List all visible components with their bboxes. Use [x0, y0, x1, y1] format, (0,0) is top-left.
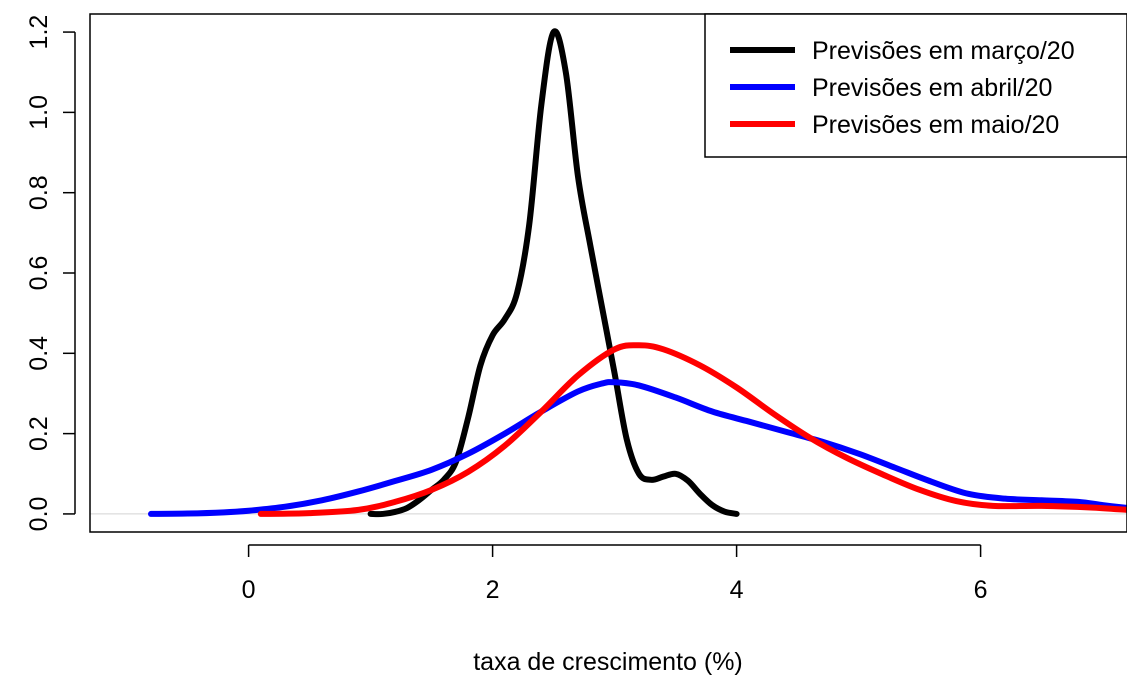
x-tick-label: 6 — [974, 576, 988, 604]
y-axis: 0.0 0.2 0.4 0.6 0.8 1.0 1.2 — [25, 15, 76, 532]
legend-label-abril: Previsões em abril/20 — [812, 74, 1052, 102]
legend-label-maio: Previsões em maio/20 — [812, 111, 1059, 139]
x-tick-label: 4 — [730, 576, 744, 604]
x-axis-label: taxa de crescimento (%) — [473, 648, 743, 675]
y-tick-label: 0.4 — [25, 336, 53, 371]
y-tick-label: 0.2 — [25, 416, 53, 451]
series-line-abril — [148, 379, 1127, 517]
y-tick-label: 1.0 — [25, 95, 53, 130]
y-tick-label: 0.8 — [25, 175, 53, 210]
x-tick-label: 0 — [242, 576, 256, 604]
legend-label-marco: Previsões em março/20 — [812, 37, 1075, 65]
legend-box — [704, 13, 1127, 158]
y-tick-label: 0.0 — [25, 497, 53, 532]
series-layer — [148, 28, 1127, 518]
series-line-maio — [257, 342, 1127, 517]
legend-items: Previsões em março/20 Previsões em abril/… — [730, 37, 1075, 139]
plot-frame — [89, 13, 1127, 533]
x-tick-label: 2 — [486, 576, 500, 604]
series-line-marco — [367, 28, 740, 518]
y-tick-label: 0.6 — [25, 256, 53, 291]
y-tick-label: 1.2 — [25, 15, 53, 50]
legend: Previsões em março/20 Previsões em abril/… — [704, 13, 1127, 158]
x-axis: 0 2 4 6 — [242, 544, 988, 604]
plot-area — [89, 13, 1127, 533]
